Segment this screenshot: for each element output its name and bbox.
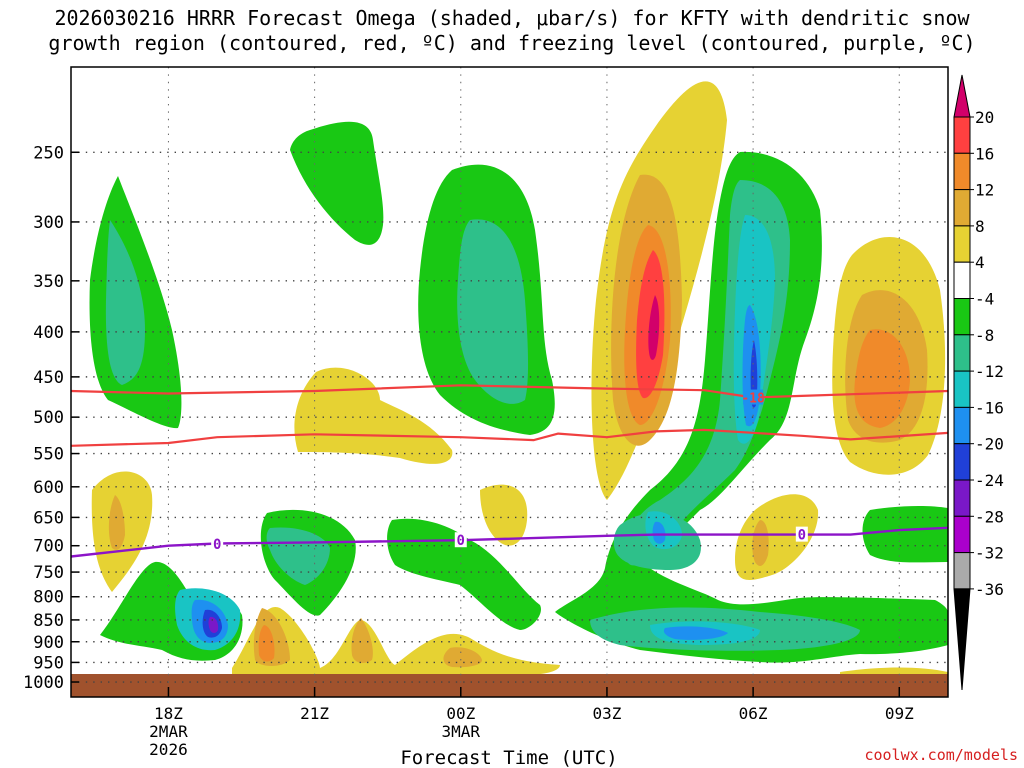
colorbar-segment-7 (953, 334, 971, 372)
isotherm-label-bg (743, 389, 764, 405)
freezing-label-3: 0 (798, 528, 806, 544)
y-tick-label-550: 550 (33, 445, 64, 465)
colorbar: 20 16 12 8 4 -4 -8 -12 -16 -20 -24 -28 -32 -36 (953, 74, 1004, 691)
omega-contour-3 (294, 367, 453, 464)
colorbar-label-9: -20 (975, 435, 1004, 454)
x-tick-sublabel-00Z: 3MAR (442, 722, 481, 741)
colorbar-segment-5 (953, 261, 971, 300)
y-tick-label-250: 250 (33, 143, 64, 163)
y-tick-label-300: 300 (33, 213, 64, 233)
freezing-label-bg-3 (795, 526, 808, 542)
x-tick-label-18Z: 18Z (154, 704, 183, 723)
colorbar-label-3: 8 (975, 217, 985, 236)
colorbar-label-12: -32 (975, 544, 1004, 563)
omega-contour-15 (108, 495, 125, 550)
y-tick-label-700: 700 (33, 537, 64, 557)
omega-contour-14 (854, 329, 910, 428)
omega-contour-19 (351, 618, 373, 663)
isotherm-dendritic-2 (71, 428, 948, 447)
omega-contour-16 (752, 520, 769, 566)
omega-contour-29 (105, 220, 145, 385)
y-tick-label-500: 500 (33, 408, 64, 428)
colorbar-label-10: -24 (975, 471, 1004, 490)
colorbar-label-13: -36 (975, 580, 1004, 599)
omega-contour-43 (663, 626, 728, 640)
omega-contour-41 (208, 616, 219, 633)
omega-contour-12 (648, 295, 660, 360)
colorbar-label-6: -8 (975, 326, 994, 345)
isotherm-dendritic-1 (71, 384, 948, 399)
freezing-label-2: 0 (457, 533, 465, 549)
freezing-label-bg-1 (211, 536, 224, 552)
chart-title-line-2: growth region (contoured, red, ºC) and f… (48, 31, 976, 55)
colorbar-segment-13 (953, 552, 971, 590)
omega-contour-8 (840, 667, 948, 674)
colorbar-top-triangle (953, 74, 971, 118)
omega-contour-5 (480, 484, 528, 546)
omega-contour-18 (258, 625, 275, 662)
colorbar-segment-9 (953, 406, 971, 445)
x-tick-label-09Z: 09Z (885, 704, 914, 723)
y-tick-label-950: 950 (33, 653, 64, 673)
colorbar-label-0: 20 (975, 108, 994, 127)
freezing-label-1: 0 (213, 537, 221, 553)
colorbar-label-5: -4 (975, 290, 994, 309)
freezing-label-bg-2 (454, 532, 467, 548)
grid (71, 67, 948, 697)
y-axis: 2503003504004505005506006507007508008509… (23, 143, 79, 693)
y-tick-label-900: 900 (33, 633, 64, 653)
isotherm-freezing-level (71, 526, 948, 558)
y-tick-label-1000: 1000 (23, 673, 64, 693)
colorbar-label-4: 4 (975, 253, 985, 272)
colorbar-label-11: -28 (975, 507, 1004, 526)
ground-surface (71, 674, 948, 697)
colorbar-label-2: 12 (975, 181, 994, 200)
omega-contour-20 (443, 647, 482, 668)
x-tick-label-06Z: 06Z (739, 704, 768, 723)
omega-shading (71, 81, 948, 697)
x-tick-label-21Z: 21Z (300, 704, 329, 723)
colorbar-segment-6 (953, 298, 971, 336)
colorbar-segment-4 (953, 225, 971, 263)
colorbar-label-8: -16 (975, 398, 1004, 417)
x-tick-label-03Z: 03Z (592, 704, 621, 723)
colorbar-segment-11 (953, 479, 971, 517)
colorbar-bottom-triangle (953, 588, 971, 691)
y-tick-label-600: 600 (33, 478, 64, 498)
chart-title-line-1: 2026030216 HRRR Forecast Omega (shaded, … (54, 6, 970, 30)
y-tick-label-400: 400 (33, 323, 64, 343)
plot-frame (70, 66, 949, 698)
colorbar-label-7: -12 (975, 362, 1004, 381)
y-tick-label-350: 350 (33, 272, 64, 292)
y-tick-label-650: 650 (33, 508, 64, 528)
omega-contour-30 (457, 219, 529, 404)
isotherm-label--18: -18 (741, 392, 765, 407)
x-tick-year-18Z: 2026 (149, 740, 188, 759)
omega-contour-22 (290, 121, 384, 245)
y-tick-label-750: 750 (33, 563, 64, 583)
credit-text[interactable]: coolwx.com/models (864, 746, 1018, 764)
omega-contour-27 (387, 518, 541, 630)
omega-contour-45 (652, 521, 666, 544)
isotherm-lines: -18 0 0 0 (71, 384, 948, 558)
x-tick-label-00Z: 00Z (446, 704, 475, 723)
colorbar-segment-12 (953, 515, 971, 554)
x-axis-label: Forecast Time (UTC) (400, 747, 617, 768)
colorbar-segment-2 (953, 152, 971, 191)
y-tick-label-850: 850 (33, 611, 64, 631)
omega-contour-28 (862, 505, 948, 563)
x-tick-sublabel-18Z: 2MAR (149, 722, 188, 741)
colorbar-segment-10 (953, 443, 971, 481)
y-tick-label-450: 450 (33, 368, 64, 388)
colorbar-segment-8 (953, 370, 971, 408)
colorbar-segment-1 (953, 116, 971, 154)
colorbar-segment-3 (953, 189, 971, 227)
colorbar-label-1: 16 (975, 144, 994, 163)
y-tick-label-800: 800 (33, 588, 64, 608)
